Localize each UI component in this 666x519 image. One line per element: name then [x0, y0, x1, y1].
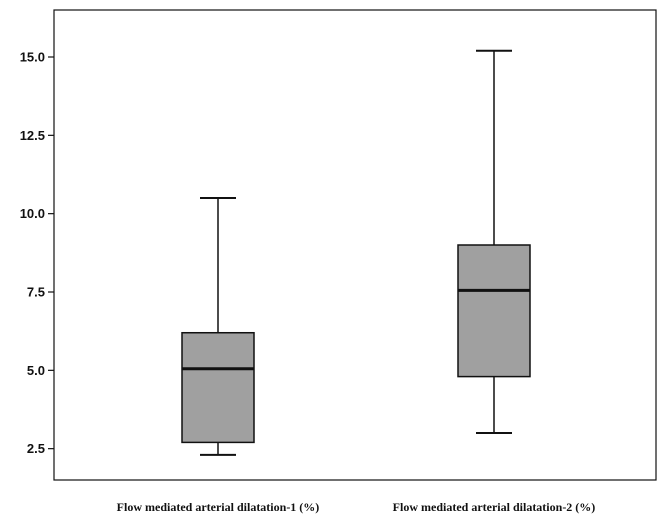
box-iqr	[457, 244, 531, 378]
plot-area: 2.5 5.0 7.5 10.0 12.5 15.0 Flow mediated arter…	[20, 9, 657, 514]
box-iqr	[181, 331, 255, 444]
category-label: Flow mediated arterial dilatation-1 (%)	[117, 500, 320, 514]
y-tick-label: 15.0	[20, 50, 45, 65]
y-tick-label: 12.5	[20, 128, 45, 143]
y-tick-label: 7.5	[27, 285, 45, 300]
y-tick-label: 5.0	[27, 363, 45, 378]
y-tick-label: 10.0	[20, 206, 45, 221]
y-tick-label: 2.5	[27, 441, 45, 456]
category-label: Flow mediated arterial dilatation-2 (%)	[393, 500, 596, 514]
plot-frame	[53, 9, 657, 481]
